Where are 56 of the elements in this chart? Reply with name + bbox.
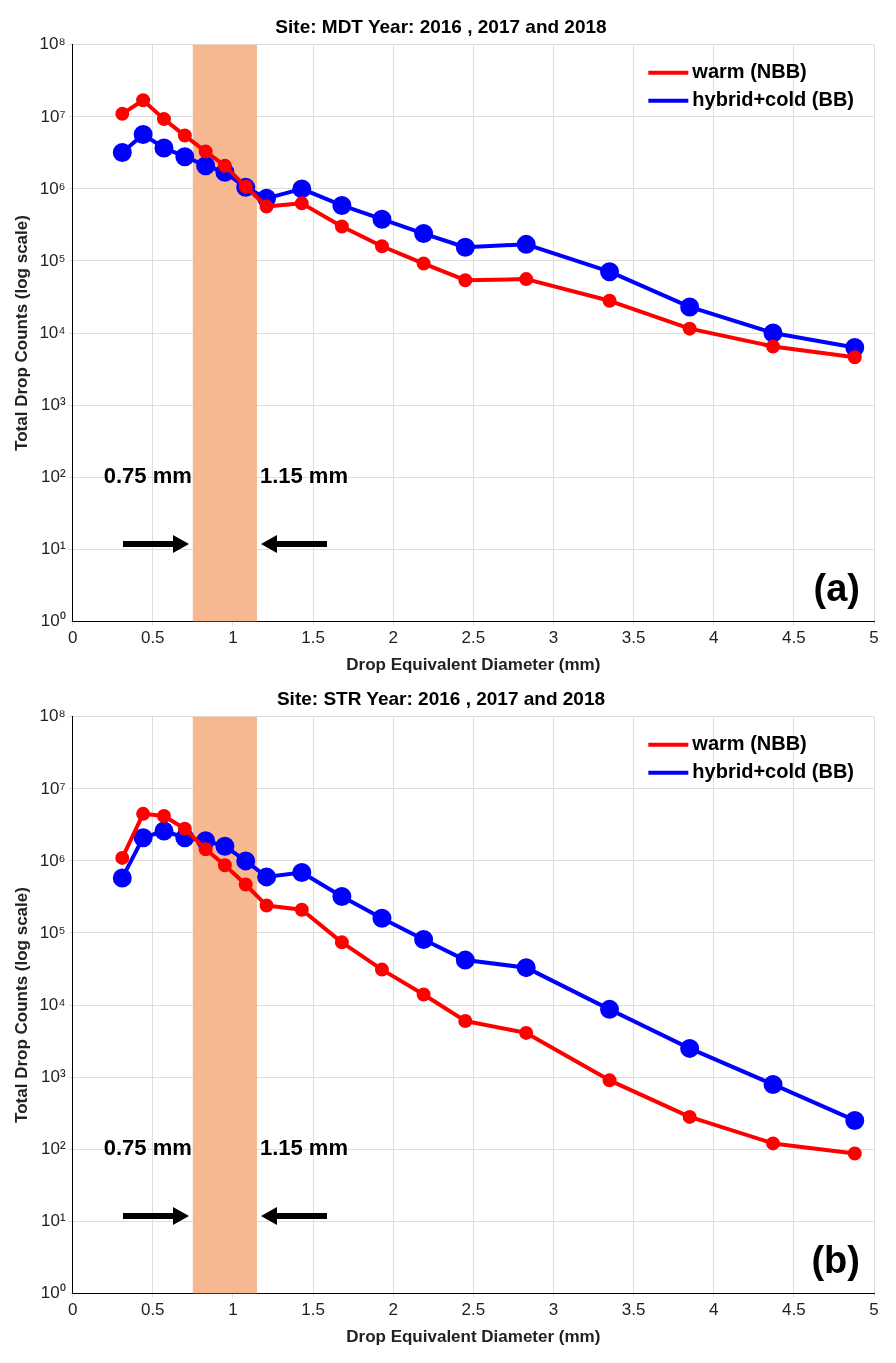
y-tick-label: 10² (41, 1138, 66, 1158)
y-tick-label: 10⁶ (39, 850, 66, 870)
annotation: 1.15 mm (259, 1135, 348, 1161)
x-tick-label: 3.5 (621, 628, 646, 648)
annotation: 1.15 mm (259, 463, 348, 489)
y-tick-label: 10¹ (41, 1210, 66, 1230)
x-tick-label: 5 (869, 1300, 879, 1320)
x-tick-label: 3 (548, 628, 559, 648)
x-tick-label: 3 (548, 1300, 559, 1320)
x-tick-label: 2 (388, 1300, 398, 1320)
y-tick-label: 10⁷ (40, 106, 66, 126)
x-tick-label: 1 (228, 1300, 238, 1320)
y-tick-label: 10⁸ (39, 34, 66, 54)
legend-label: warm (NBB) (691, 732, 807, 755)
y-tick-label: 10⁵ (39, 250, 66, 270)
x-tick-label: 4 (708, 1300, 719, 1320)
annotation: 0.75 mm (103, 463, 192, 489)
annotation: (a) (813, 566, 860, 609)
y-axis-title: Total Drop Counts (log scale) (11, 215, 31, 451)
y-tick-label: 10⁴ (39, 322, 66, 342)
x-tick-label: 1.5 (301, 628, 325, 648)
y-tick-label: 10⁶ (39, 178, 66, 198)
y-tick-label: 10² (41, 466, 66, 486)
x-tick-label: 4.5 (782, 1300, 806, 1320)
x-tick-label: 2.5 (461, 1300, 486, 1320)
y-tick-label: 10⁵ (39, 922, 66, 942)
annotation: (b) (811, 1238, 860, 1281)
legend-label: hybrid+cold (BB) (692, 88, 854, 111)
chart-title: Site: MDT Year: 2016 , 2017 and 2018 (275, 15, 607, 37)
chart-title: Site: STR Year: 2016 , 2017 and 2018 (276, 687, 606, 709)
legend-label: warm (NBB) (691, 60, 807, 83)
annotation: 0.75 mm (103, 1135, 192, 1161)
x-tick-label: 5 (869, 628, 879, 648)
y-tick-label: 10³ (41, 1066, 66, 1086)
x-tick-label: 1 (228, 628, 238, 648)
y-tick-label: 10¹ (41, 538, 66, 558)
legend-label: hybrid+cold (BB) (692, 760, 854, 783)
y-tick-label: 10⁰ (40, 1282, 66, 1302)
x-tick-label: 4 (708, 628, 719, 648)
x-axis-title: Drop Equivalent Diameter (mm) (346, 1327, 601, 1347)
x-tick-label: 0 (67, 1300, 78, 1320)
y-tick-label: 10³ (41, 394, 66, 414)
x-tick-label: 2.5 (461, 628, 486, 648)
x-tick-label: 0.5 (140, 628, 165, 648)
x-tick-label: 4.5 (782, 628, 806, 648)
x-tick-label: 0.5 (140, 1300, 165, 1320)
y-tick-label: 10⁰ (40, 610, 66, 630)
x-tick-label: 2 (388, 628, 398, 648)
x-tick-label: 3.5 (621, 1300, 646, 1320)
y-tick-label: 10⁸ (39, 706, 66, 726)
x-tick-label: 0 (67, 628, 78, 648)
y-tick-label: 10⁴ (39, 994, 66, 1014)
x-axis-title: Drop Equivalent Diameter (mm) (346, 655, 601, 675)
x-tick-label: 1.5 (301, 1300, 325, 1320)
y-axis-title: Total Drop Counts (log scale) (11, 887, 31, 1123)
y-tick-label: 10⁷ (40, 778, 66, 798)
